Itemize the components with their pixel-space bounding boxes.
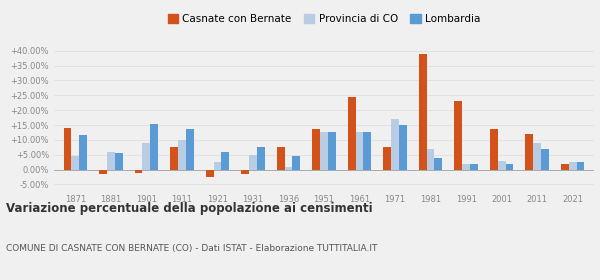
Bar <box>533 143 541 170</box>
Bar <box>170 147 178 170</box>
Bar <box>454 101 462 170</box>
Bar <box>178 140 186 170</box>
Bar <box>312 129 320 170</box>
Bar <box>257 147 265 170</box>
Bar <box>214 162 221 170</box>
Bar <box>71 156 79 170</box>
Bar <box>107 152 115 170</box>
Bar <box>134 170 142 172</box>
Bar <box>320 132 328 170</box>
Bar <box>561 164 569 170</box>
Bar <box>356 132 364 170</box>
Bar <box>383 147 391 170</box>
Bar <box>391 119 399 170</box>
Bar <box>150 123 158 170</box>
Bar <box>206 170 214 177</box>
Bar <box>284 167 292 170</box>
Bar <box>328 132 336 170</box>
Bar <box>506 164 514 170</box>
Bar <box>462 164 470 170</box>
Legend: Casnate con Bernate, Provincia di CO, Lombardia: Casnate con Bernate, Provincia di CO, Lo… <box>164 10 484 28</box>
Bar <box>249 155 257 170</box>
Bar <box>541 149 549 170</box>
Bar <box>64 128 71 170</box>
Bar <box>142 143 150 170</box>
Bar <box>399 125 407 170</box>
Bar <box>241 170 249 174</box>
Bar <box>427 149 434 170</box>
Bar <box>115 153 122 170</box>
Bar <box>277 147 284 170</box>
Bar <box>470 164 478 170</box>
Bar <box>577 162 584 170</box>
Bar <box>292 156 300 170</box>
Bar <box>79 136 87 170</box>
Bar <box>348 97 356 170</box>
Bar <box>569 162 577 170</box>
Bar <box>434 158 442 170</box>
Bar <box>99 170 107 174</box>
Bar <box>186 129 194 170</box>
Bar <box>526 134 533 170</box>
Bar <box>490 129 498 170</box>
Bar <box>498 161 506 170</box>
Bar <box>419 54 427 170</box>
Bar <box>364 132 371 170</box>
Text: COMUNE DI CASNATE CON BERNATE (CO) - Dati ISTAT - Elaborazione TUTTITALIA.IT: COMUNE DI CASNATE CON BERNATE (CO) - Dat… <box>6 244 377 253</box>
Bar <box>221 152 229 170</box>
Text: Variazione percentuale della popolazione ai censimenti: Variazione percentuale della popolazione… <box>6 202 373 214</box>
